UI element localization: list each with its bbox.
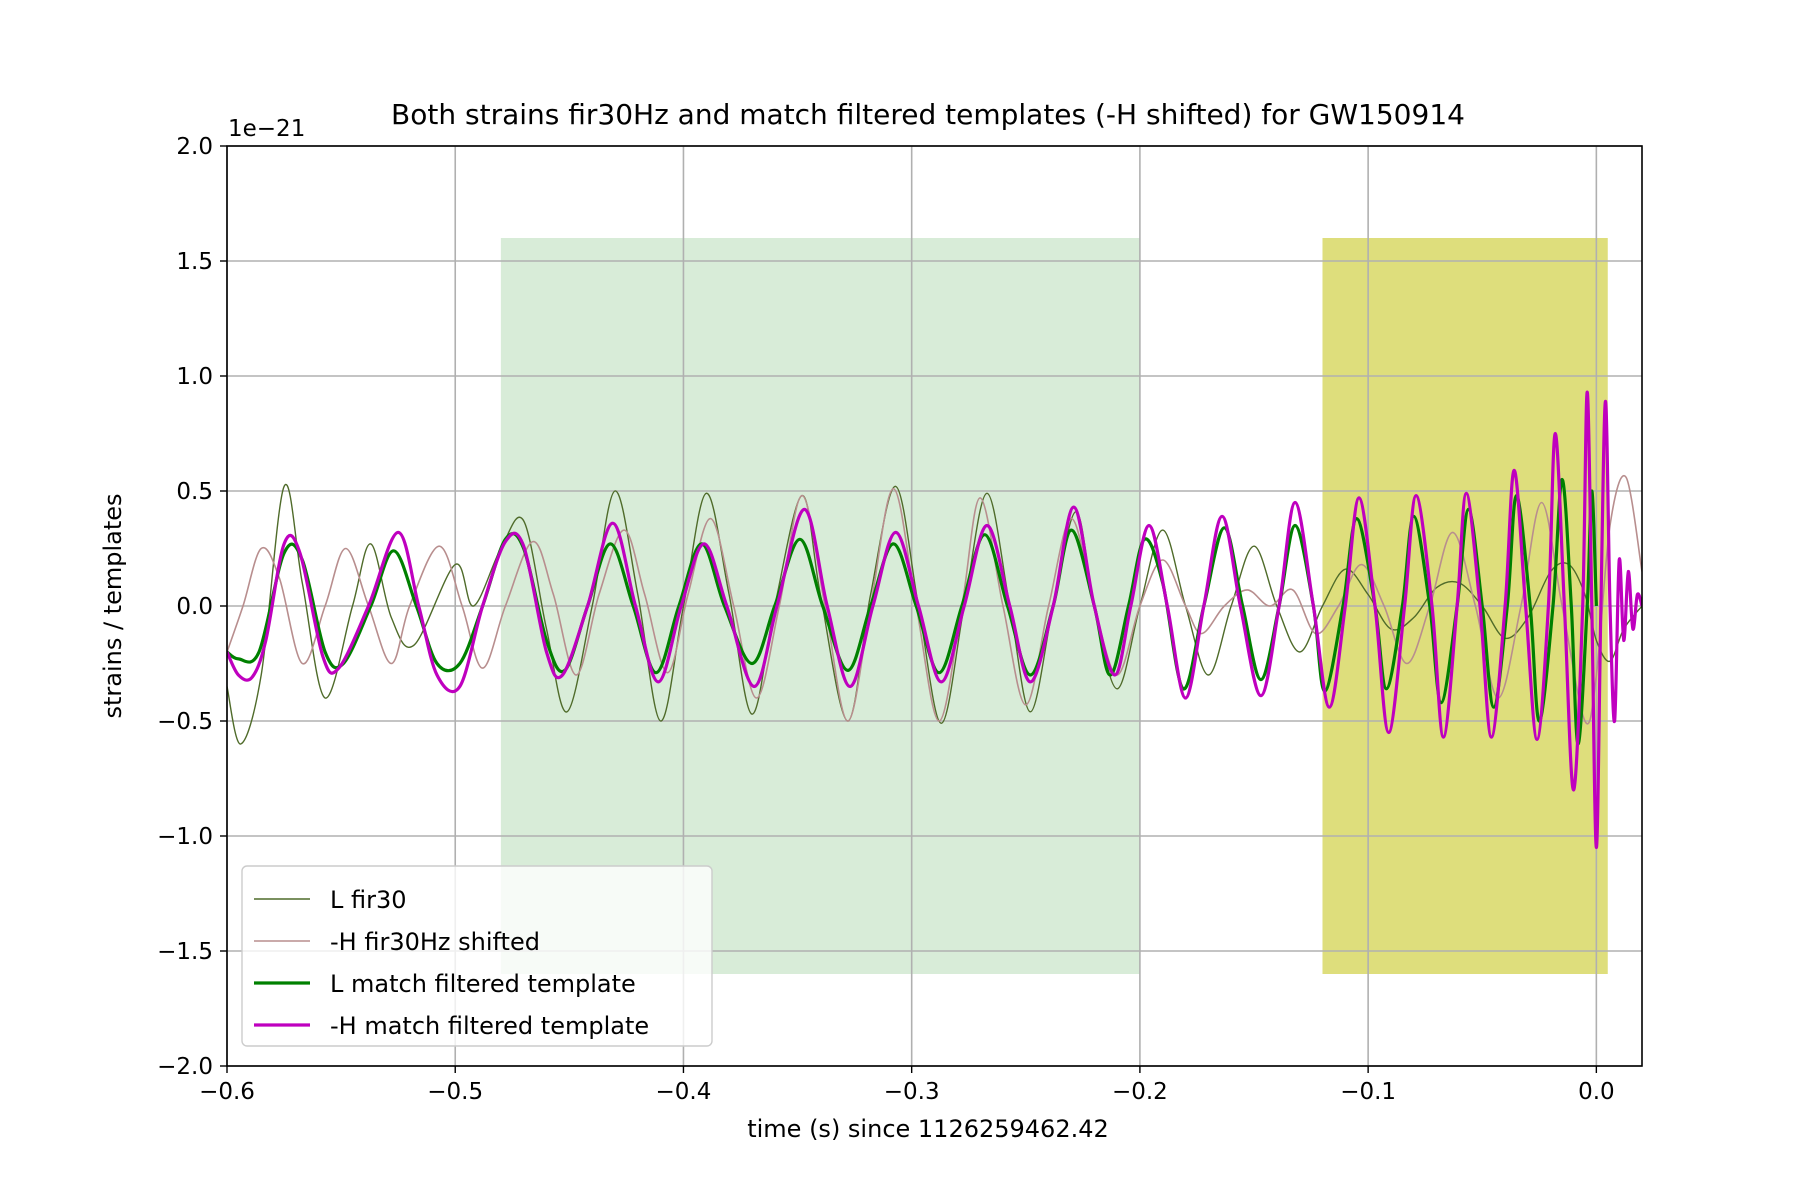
series-line-h-match-template [227, 390, 1642, 850]
x-tick-label: −0.5 [427, 1079, 483, 1105]
y-tick-label: −1.5 [157, 939, 213, 965]
y-tick-label: −0.5 [157, 709, 213, 735]
chart-title: Both strains fir30Hz and match filtered … [391, 98, 1465, 131]
x-tick-label: −0.4 [656, 1079, 712, 1105]
x-tick-label: −0.3 [884, 1079, 940, 1105]
x-tick-label: −0.6 [199, 1079, 255, 1105]
series-line-h-fir30hz-shifted [227, 474, 1642, 725]
y-tick-label: −2.0 [157, 1054, 213, 1080]
x-axis-label: time (s) since 1126259462.42 [747, 1115, 1109, 1143]
series-group [227, 390, 1642, 850]
legend-entry: -H match filtered template [330, 1012, 649, 1040]
y-tick-label: 0.5 [176, 479, 213, 505]
legend-box [241, 865, 713, 1047]
y-tick-label: −1.0 [157, 824, 213, 850]
x-axis: −0.6 −0.5 −0.4 −0.3 −0.2 −0.1 0.0 [199, 1066, 1615, 1105]
x-tick-label: −0.1 [1340, 1079, 1396, 1105]
legend-entry: -H fir30Hz shifted [330, 928, 540, 956]
y-scale-label: 1e−21 [228, 116, 305, 142]
x-tick-label: −0.2 [1112, 1079, 1168, 1105]
y-tick-label: 1.0 [176, 364, 213, 390]
y-tick-label: 2.0 [176, 134, 213, 160]
legend-entry: L match filtered template [330, 970, 636, 998]
y-tick-label: 1.5 [176, 249, 213, 275]
legend: L fir30 -H fir30Hz shifted L match filtere… [241, 865, 713, 1047]
legend-entry: L fir30 [330, 886, 407, 914]
y-axis: −2.0 −1.5 −1.0 −0.5 0.0 0.5 1.0 1.5 2.0 [157, 134, 227, 1080]
y-tick-label: 0.0 [176, 594, 213, 620]
x-tick-label: 0.0 [1578, 1079, 1615, 1105]
y-axis-label: strains / templates [99, 493, 127, 718]
